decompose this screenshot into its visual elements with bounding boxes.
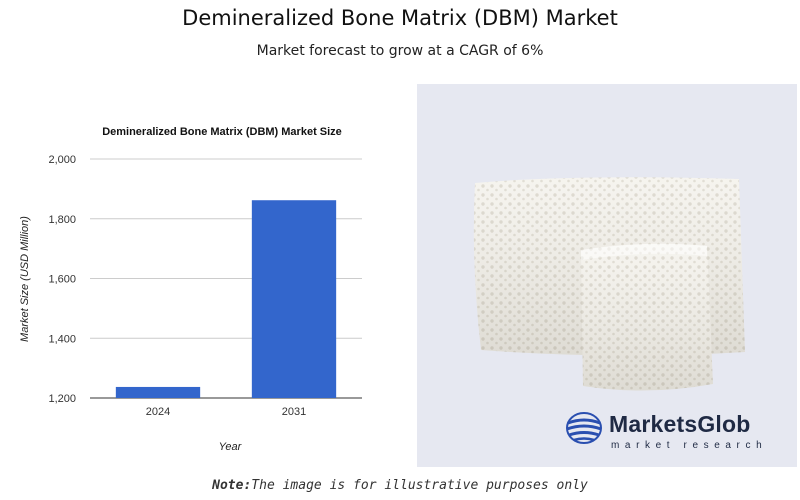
bar-2031 [251, 200, 337, 398]
logo-name: MarketsGlob [609, 411, 751, 437]
product-photo: MarketsGlob market research [417, 84, 797, 467]
chart-svg: Demineralized Bone Matrix (DBM) Market S… [19, 126, 362, 453]
x-axis-ticks: 2024 2031 [146, 406, 306, 418]
bars [115, 200, 337, 398]
y-axis-ticks: 1,200 1,400 1,600 1,800 2,000 [48, 154, 76, 405]
y-tick-label: 1,800 [48, 214, 76, 226]
x-tick-label: 2024 [146, 406, 170, 418]
y-tick-label: 1,200 [48, 393, 76, 405]
y-tick-label: 1,600 [48, 274, 76, 286]
globe-icon [566, 412, 602, 444]
x-tick-label: 2031 [282, 406, 306, 418]
page-subtitle: Market forecast to grow at a CAGR of 6% [256, 43, 544, 59]
company-logo: MarketsGlob market research [565, 411, 790, 456]
bar-2024 [115, 386, 201, 398]
y-tick-label: 1,400 [48, 333, 76, 345]
x-axis-label: Year [219, 441, 243, 453]
y-tick-label: 2,000 [48, 154, 76, 166]
chart-title: Demineralized Bone Matrix (DBM) Market S… [102, 126, 342, 138]
bone-matrix-illustration [473, 177, 745, 391]
logo-tagline: market research [611, 440, 768, 451]
note-text: The image is for illustrative purposes o… [251, 478, 588, 493]
page-title: Demineralized Bone Matrix (DBM) Market [182, 6, 618, 30]
bar-chart: Demineralized Bone Matrix (DBM) Market S… [0, 110, 380, 460]
y-axis-label: Market Size (USD Million) [19, 216, 31, 342]
disclaimer-note: Note:The image is for illustrative purpo… [0, 478, 800, 493]
note-label: Note: [212, 478, 252, 493]
